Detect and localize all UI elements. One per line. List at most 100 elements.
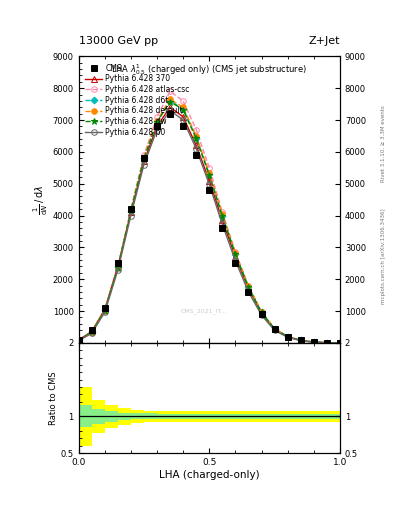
Pythia 6.428 370 [220, 217, 225, 223]
Pythia 6.428 dw [116, 265, 120, 271]
Pythia 6.428 dw [338, 340, 342, 346]
CMS [181, 123, 185, 130]
Pythia 6.428 d6t [246, 284, 251, 290]
Pythia 6.428 default [181, 104, 185, 111]
CMS [272, 326, 277, 332]
Pythia 6.428 default [298, 337, 303, 344]
Text: CMS_2021_IT...: CMS_2021_IT... [181, 309, 228, 314]
Y-axis label: Ratio to CMS: Ratio to CMS [49, 371, 58, 425]
CMS [168, 111, 173, 117]
Pythia 6.428 atlas-csc [76, 337, 81, 344]
Legend: CMS, Pythia 6.428 370, Pythia 6.428 atlas-csc, Pythia 6.428 d6t, Pythia 6.428 de: CMS, Pythia 6.428 370, Pythia 6.428 atla… [84, 62, 191, 138]
Pythia 6.428 p0 [207, 181, 211, 187]
Pythia 6.428 d6t [194, 135, 198, 141]
Pythia 6.428 default [338, 340, 342, 346]
Pythia 6.428 370 [76, 337, 81, 343]
Text: Rivet 3.1.10, ≥ 3.3M events: Rivet 3.1.10, ≥ 3.3M events [381, 105, 386, 182]
Pythia 6.428 default [220, 211, 225, 217]
Pythia 6.428 370 [246, 286, 251, 292]
Pythia 6.428 default [207, 169, 211, 176]
Pythia 6.428 default [141, 155, 146, 161]
Line: Pythia 6.428 370: Pythia 6.428 370 [76, 104, 343, 346]
Pythia 6.428 d6t [298, 337, 303, 344]
CMS [89, 327, 94, 333]
Pythia 6.428 p0 [325, 339, 329, 346]
Pythia 6.428 atlas-csc [129, 206, 133, 212]
Pythia 6.428 d6t [220, 212, 225, 219]
Pythia 6.428 370 [116, 263, 120, 269]
Pythia 6.428 atlas-csc [259, 309, 264, 315]
Pythia 6.428 atlas-csc [298, 337, 303, 344]
Pythia 6.428 dw [298, 337, 303, 344]
Pythia 6.428 p0 [103, 309, 107, 315]
Pythia 6.428 370 [103, 306, 107, 312]
Pythia 6.428 dw [89, 329, 94, 335]
Pythia 6.428 default [325, 339, 329, 346]
Pythia 6.428 d6t [285, 333, 290, 339]
Pythia 6.428 370 [141, 158, 146, 164]
Pythia 6.428 d6t [325, 339, 329, 346]
CMS [155, 123, 160, 130]
Pythia 6.428 370 [298, 337, 303, 344]
Pythia 6.428 default [259, 309, 264, 315]
Pythia 6.428 dw [259, 309, 264, 315]
Pythia 6.428 default [233, 250, 238, 256]
CMS [259, 311, 264, 317]
Pythia 6.428 atlas-csc [141, 152, 146, 158]
Pythia 6.428 p0 [141, 161, 146, 167]
Pythia 6.428 370 [207, 178, 211, 184]
Pythia 6.428 d6t [89, 329, 94, 335]
Pythia 6.428 d6t [338, 340, 342, 346]
Pythia 6.428 default [168, 96, 173, 102]
Pythia 6.428 dw [76, 337, 81, 344]
Pythia 6.428 atlas-csc [338, 340, 342, 346]
Line: CMS: CMS [76, 111, 343, 346]
Pythia 6.428 default [103, 307, 107, 313]
Pythia 6.428 p0 [233, 258, 238, 264]
CMS [207, 187, 211, 193]
Pythia 6.428 370 [311, 339, 316, 345]
Line: Pythia 6.428 dw: Pythia 6.428 dw [75, 98, 343, 346]
Pythia 6.428 370 [168, 104, 173, 111]
CMS [220, 225, 225, 231]
Pythia 6.428 atlas-csc [311, 339, 316, 345]
Pythia 6.428 d6t [259, 309, 264, 315]
CMS [338, 340, 342, 346]
Pythia 6.428 default [116, 264, 120, 270]
CMS [285, 333, 290, 339]
Pythia 6.428 dw [233, 251, 238, 258]
Pythia 6.428 p0 [272, 327, 277, 333]
Pythia 6.428 d6t [207, 171, 211, 177]
Pythia 6.428 default [194, 133, 198, 139]
Pythia 6.428 atlas-csc [89, 330, 94, 336]
Pythia 6.428 atlas-csc [285, 333, 290, 339]
Pythia 6.428 default [285, 333, 290, 339]
Pythia 6.428 dw [220, 214, 225, 220]
Pythia 6.428 p0 [246, 289, 251, 295]
Pythia 6.428 dw [246, 285, 251, 291]
Pythia 6.428 default [246, 283, 251, 289]
Pythia 6.428 p0 [155, 126, 160, 133]
CMS [194, 152, 198, 158]
CMS [246, 289, 251, 295]
Pythia 6.428 dw [141, 156, 146, 162]
Pythia 6.428 d6t [76, 337, 81, 344]
Pythia 6.428 370 [129, 209, 133, 216]
Pythia 6.428 370 [89, 328, 94, 334]
CMS [325, 339, 329, 346]
Pythia 6.428 p0 [168, 108, 173, 114]
Pythia 6.428 dw [103, 308, 107, 314]
Pythia 6.428 dw [168, 98, 173, 104]
Pythia 6.428 atlas-csc [325, 339, 329, 346]
CMS [116, 260, 120, 266]
Pythia 6.428 d6t [168, 98, 173, 104]
Line: Pythia 6.428 default: Pythia 6.428 default [76, 97, 343, 346]
Pythia 6.428 p0 [194, 145, 198, 152]
Pythia 6.428 default [272, 326, 277, 332]
Pythia 6.428 d6t [141, 155, 146, 161]
Pythia 6.428 p0 [181, 117, 185, 123]
Line: Pythia 6.428 atlas-csc: Pythia 6.428 atlas-csc [76, 89, 343, 346]
Pythia 6.428 atlas-csc [155, 114, 160, 120]
Line: Pythia 6.428 d6t: Pythia 6.428 d6t [76, 98, 342, 345]
Pythia 6.428 dw [155, 119, 160, 125]
